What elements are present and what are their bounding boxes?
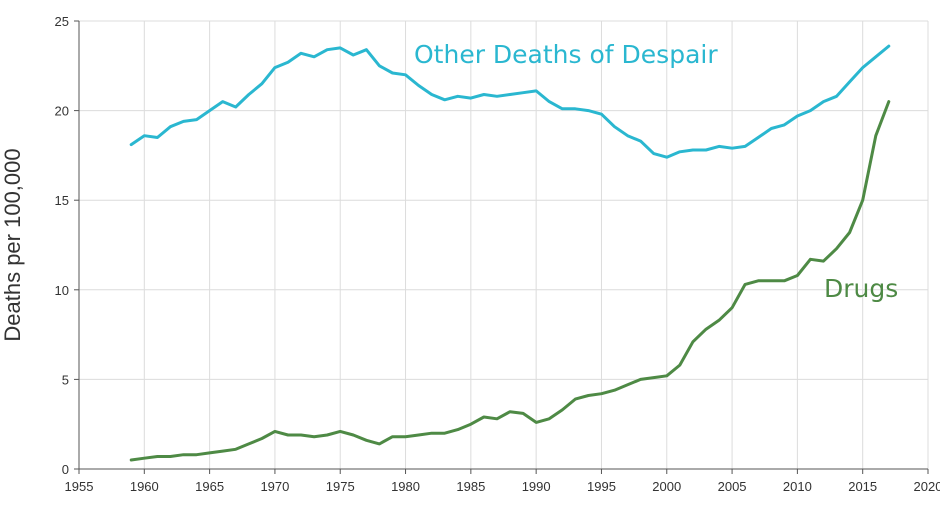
x-tick-label-1965: 1965 xyxy=(195,479,224,494)
gridlines xyxy=(79,20,929,469)
x-tick-label-2020: 2020 xyxy=(914,479,940,494)
series-line-other-deaths-of-despair xyxy=(129,44,891,159)
y-tick-label-25: 25 xyxy=(55,14,69,29)
x-tick-label-1990: 1990 xyxy=(522,479,551,494)
series-label-drugs: Drugs xyxy=(824,274,898,303)
y-tick-label-10: 10 xyxy=(55,283,69,298)
x-tick-label-1960: 1960 xyxy=(130,479,159,494)
x-tick-label-1975: 1975 xyxy=(326,479,355,494)
x-tick-label-1955: 1955 xyxy=(65,479,94,494)
x-tick-label-2010: 2010 xyxy=(783,479,812,494)
series-lines xyxy=(129,44,891,462)
y-tick-label-5: 5 xyxy=(62,372,69,387)
y-tick-label-20: 20 xyxy=(55,104,69,119)
x-tick-label-2005: 2005 xyxy=(718,479,747,494)
x-tick-label-2000: 2000 xyxy=(652,479,681,494)
x-tick-label-1995: 1995 xyxy=(587,479,616,494)
series-label-other-deaths: Other Deaths of Despair xyxy=(414,40,718,69)
x-tick-label-1980: 1980 xyxy=(391,479,420,494)
y-axis-label: Deaths per 100,000 xyxy=(0,148,25,341)
y-tick-label-0: 0 xyxy=(62,462,69,477)
axes xyxy=(78,21,928,470)
x-tick-label-1985: 1985 xyxy=(456,479,485,494)
x-tick-label-2015: 2015 xyxy=(848,479,877,494)
tick-labels: 1955 1960 1965 1970 1975 1980 1985 1990 1995 2000… xyxy=(55,14,940,494)
series-line-drugs xyxy=(129,100,891,462)
y-tick-label-15: 15 xyxy=(55,193,69,208)
x-tick-label-1970: 1970 xyxy=(260,479,289,494)
